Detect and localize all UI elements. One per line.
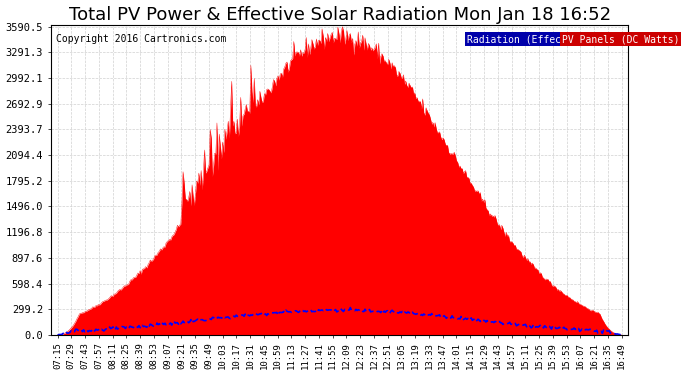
Title: Total PV Power & Effective Solar Radiation Mon Jan 18 16:52: Total PV Power & Effective Solar Radiati… xyxy=(68,6,611,24)
Text: PV Panels (DC Watts): PV Panels (DC Watts) xyxy=(562,34,680,44)
Text: Copyright 2016 Cartronics.com: Copyright 2016 Cartronics.com xyxy=(57,34,227,44)
Text: Radiation (Effective w/m2): Radiation (Effective w/m2) xyxy=(466,34,620,44)
